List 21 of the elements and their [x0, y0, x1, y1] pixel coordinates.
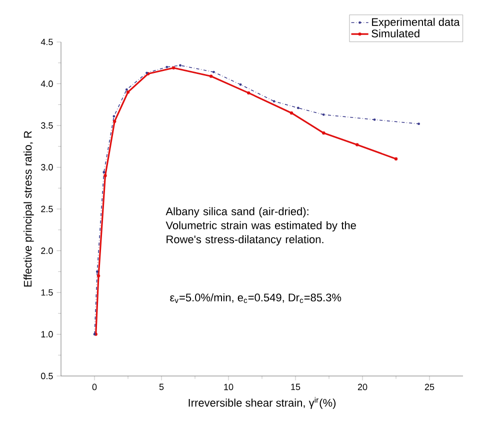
- x-tick-label: 5: [159, 384, 164, 390]
- x-tick-label: 25: [424, 384, 434, 390]
- x-axis-title: Irreversible shear strain, γ$^{ir}$(%): [188, 397, 336, 409]
- y-tick-label: 4.0: [40, 80, 53, 87]
- y-tick-label: 3.5: [41, 122, 53, 129]
- legend-label: Simulated: [372, 29, 420, 38]
- x-tick-label: 20: [358, 384, 368, 390]
- y-tick-label: 2.0: [41, 248, 53, 254]
- x-tick-label: 0: [92, 384, 97, 390]
- y-tick-label: 1.5: [41, 289, 53, 296]
- x-tick-label: 10: [224, 384, 234, 390]
- annotation: Albany silica sand (air-dried): Volumetric strain was estimated by the Rowe's stress-dilatancy relation.: [166, 207, 356, 246]
- y-tick-label: 4.5: [40, 38, 53, 46]
- y-axis-title: Effective principal stress ratio, R: [24, 131, 34, 287]
- annotation: ε$_{v}$=5.0%/min, e$_{c}$=0.549, Dr$_{c}$=85.3%: [170, 293, 342, 304]
- y-tick-label: 3.0: [41, 164, 53, 170]
- y-tick-label: 2.5: [41, 206, 53, 212]
- x-tick-label: 15: [291, 384, 300, 390]
- y-tick-label: 1.0: [41, 331, 53, 338]
- y-tick-label: 0.5: [41, 372, 53, 380]
- legend-label: Experimental data: [372, 18, 460, 28]
